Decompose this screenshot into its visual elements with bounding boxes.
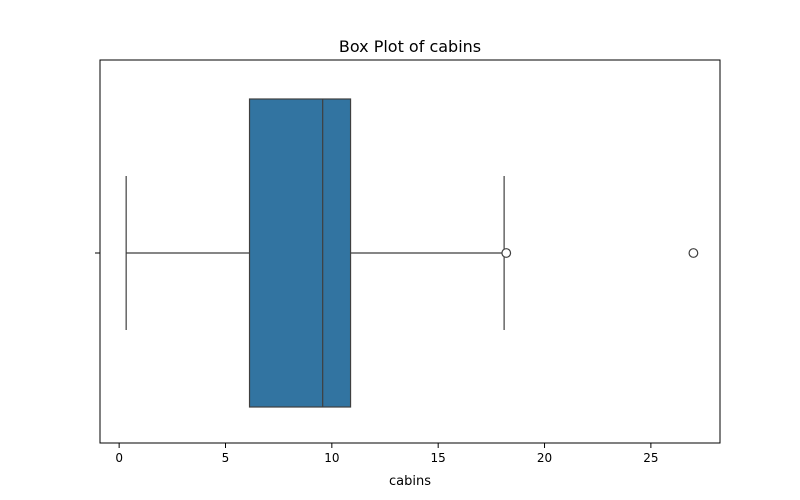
iqr-box bbox=[248, 98, 352, 408]
box-plot bbox=[125, 98, 699, 408]
x-tick-label: 5 bbox=[222, 451, 230, 465]
x-tick-label: 10 bbox=[324, 451, 339, 465]
x-axis: 0 5 10 15 20 25 bbox=[115, 443, 659, 465]
outlier-point bbox=[501, 248, 512, 258]
x-axis-label: cabins bbox=[389, 474, 431, 489]
outlier-point bbox=[688, 248, 699, 258]
x-tick-label: 20 bbox=[537, 451, 552, 465]
x-tick-label: 0 bbox=[115, 451, 123, 465]
plot-area bbox=[99, 59, 721, 444]
x-tick-label: 25 bbox=[643, 451, 658, 465]
chart-title: Box Plot of cabins bbox=[339, 37, 481, 56]
x-tick-label: 15 bbox=[431, 451, 446, 465]
